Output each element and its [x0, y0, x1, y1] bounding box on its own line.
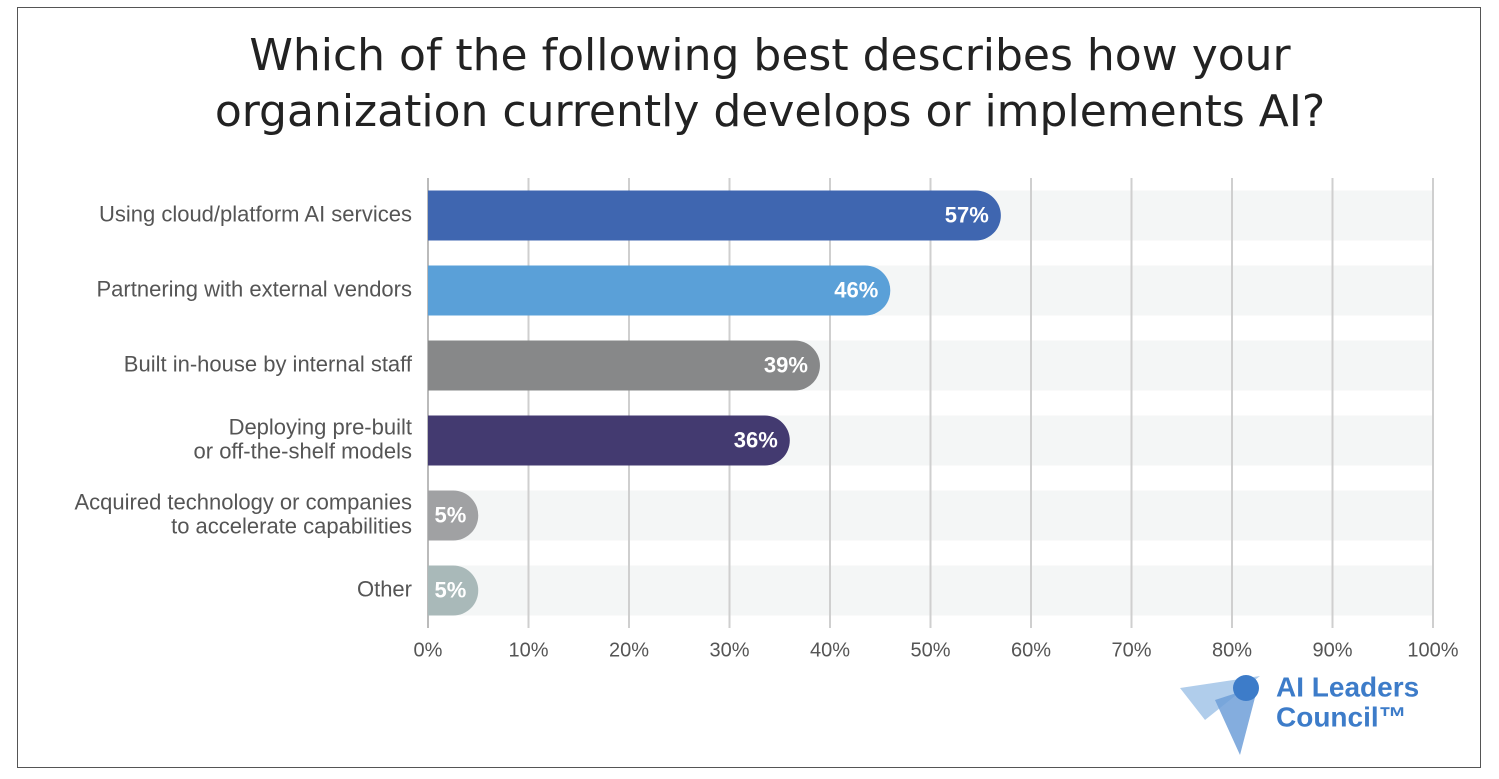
- value-label: 39%: [764, 352, 808, 377]
- brand-name: Council™: [1276, 701, 1407, 732]
- logo-mark: [1180, 675, 1260, 755]
- value-label: 46%: [834, 277, 878, 302]
- x-tick-label: 90%: [1312, 639, 1352, 661]
- brand-name: AI Leaders: [1276, 671, 1419, 702]
- bar: [428, 490, 479, 541]
- x-tick-label: 80%: [1212, 639, 1252, 661]
- y-tick-label: Using cloud/platform AI services: [99, 201, 412, 226]
- x-tick-label: 20%: [609, 639, 649, 661]
- bar: [428, 565, 479, 616]
- y-tick-label: to accelerate capabilities: [171, 513, 412, 538]
- x-tick-label: 0%: [414, 639, 443, 661]
- y-tick-label: Built in-house by internal staff: [124, 351, 413, 376]
- bar: [428, 340, 820, 391]
- value-label: 57%: [945, 202, 989, 227]
- x-tick-label: 10%: [508, 639, 548, 661]
- value-label: 5%: [434, 502, 466, 527]
- x-tick-label: 60%: [1011, 639, 1051, 661]
- y-tick-label: Acquired technology or companies: [74, 489, 412, 514]
- bar: [428, 415, 790, 466]
- value-label: 5%: [434, 577, 466, 602]
- frame: [17, 7, 1481, 768]
- x-tick-label: 50%: [910, 639, 950, 661]
- x-tick-label: 100%: [1407, 639, 1458, 661]
- y-tick-label: Partnering with external vendors: [97, 276, 413, 301]
- y-tick-label: Deploying pre-built: [229, 414, 412, 439]
- x-tick-label: 40%: [810, 639, 850, 661]
- bar: [428, 190, 1001, 241]
- chart-title: Which of the following best describes ho…: [214, 30, 1326, 137]
- bar: [428, 265, 891, 316]
- value-label: 36%: [734, 427, 778, 452]
- x-tick-label: 70%: [1111, 639, 1151, 661]
- y-tick-label: or off-the-shelf models: [194, 438, 412, 463]
- x-tick-label: 30%: [709, 639, 749, 661]
- y-tick-label: Other: [357, 576, 412, 601]
